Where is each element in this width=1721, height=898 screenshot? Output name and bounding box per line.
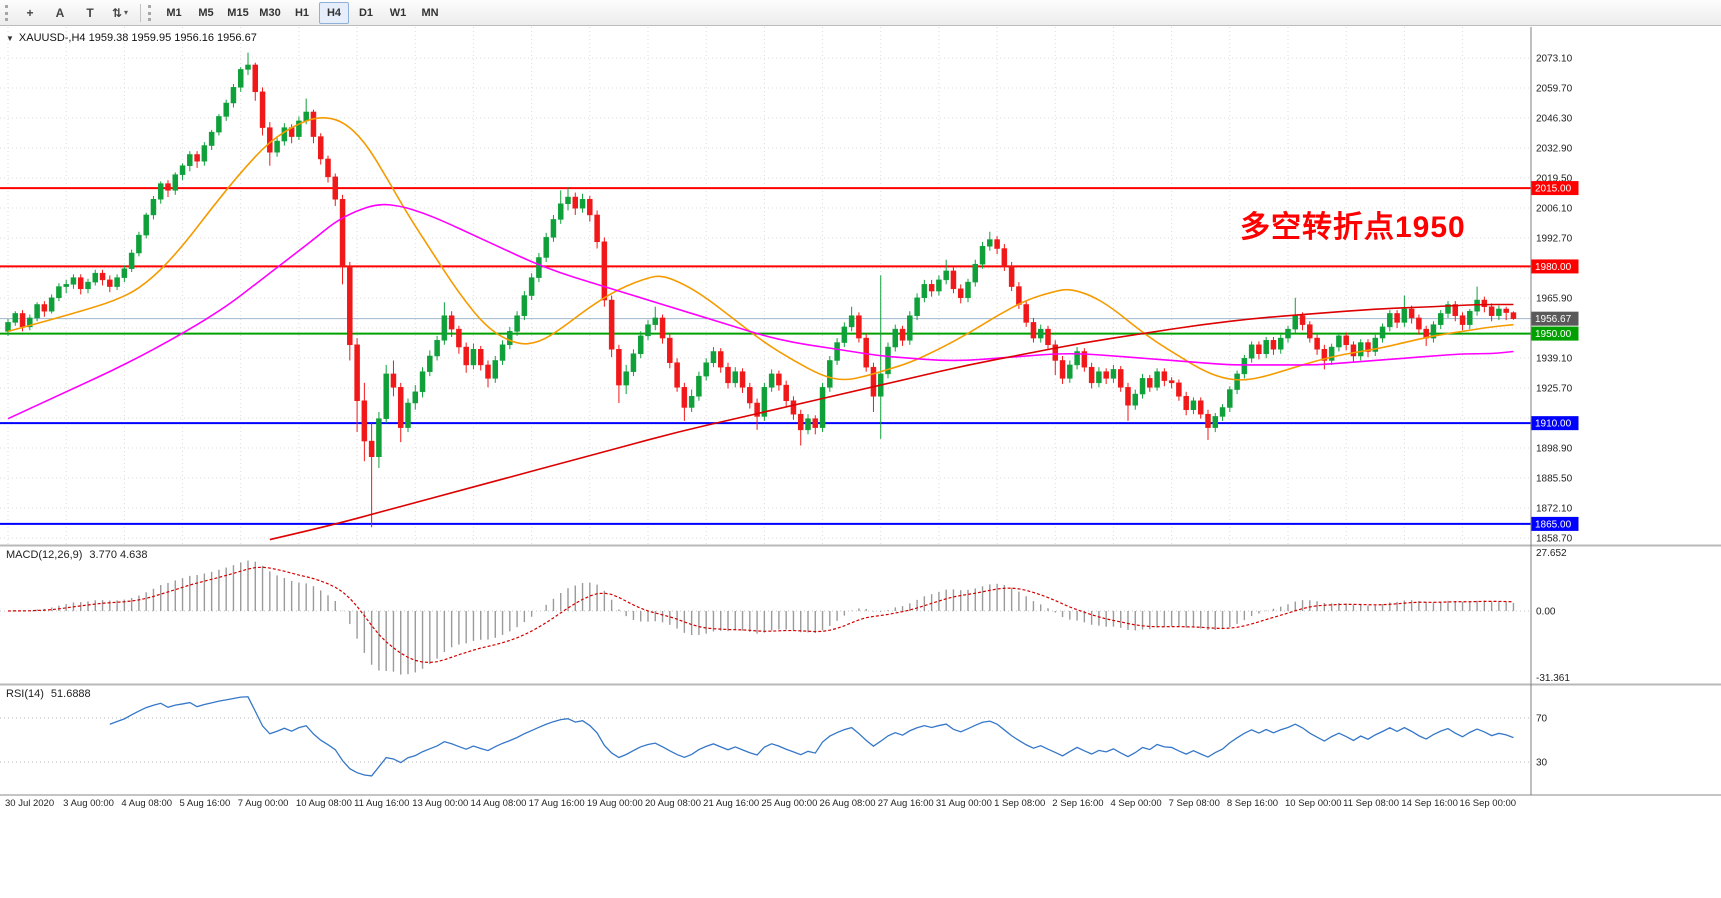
text-label-tool-button[interactable]: A bbox=[46, 2, 74, 24]
date-label: 2 Sep 16:00 bbox=[1052, 798, 1103, 809]
rsi-level-label: 70 bbox=[1536, 714, 1548, 725]
price-tick-label: 2032.90 bbox=[1536, 144, 1573, 155]
price-tick-label: 2006.10 bbox=[1536, 204, 1573, 215]
date-label: 19 Aug 00:00 bbox=[587, 798, 643, 809]
price-tag: 1910.00 bbox=[1535, 419, 1572, 430]
price-tag: 1980.00 bbox=[1535, 262, 1572, 273]
timeframe-button-mn[interactable]: MN bbox=[421, 6, 439, 19]
price-tick-label: 1885.50 bbox=[1536, 474, 1573, 485]
one-click-trading-expander[interactable]: ▼ bbox=[6, 33, 14, 43]
ma-mid-magenta bbox=[7, 203, 1514, 420]
price-tick-label: 1992.70 bbox=[1536, 234, 1573, 245]
timeframe-buttons: M1 M5 M15 M30 H1 H4 D1 W1 MN bbox=[158, 1, 446, 24]
date-label: 17 Aug 16:00 bbox=[529, 798, 585, 809]
price-tags: 2015.00 1980.00 1950.00 1910.00 1865.00 1956.… bbox=[1531, 181, 1579, 531]
candlesticks bbox=[5, 52, 1517, 528]
timeframe-button-d1[interactable]: D1 bbox=[358, 6, 374, 19]
timeframe-button-h4[interactable]: H4 bbox=[319, 1, 349, 24]
price-tick-label: 2046.30 bbox=[1536, 114, 1573, 125]
price-tick-label: 1872.10 bbox=[1536, 504, 1573, 515]
date-label: 4 Sep 00:00 bbox=[1110, 798, 1161, 809]
text-label-icon: A bbox=[55, 5, 65, 20]
date-label: 8 Sep 16:00 bbox=[1227, 798, 1278, 809]
moving-average-lines bbox=[7, 116, 1514, 541]
price-axis[interactable]: 2073.10 2059.70 2046.30 2032.90 2019.50 2006.… bbox=[1536, 54, 1573, 769]
text-box-icon: T bbox=[86, 5, 94, 20]
date-label: 1 Sep 08:00 bbox=[994, 798, 1045, 809]
price-tick-label: 2073.10 bbox=[1536, 54, 1573, 65]
date-label: 27 Aug 16:00 bbox=[878, 798, 934, 809]
rsi-level-label: 30 bbox=[1536, 758, 1548, 769]
ma-slow-red bbox=[269, 303, 1514, 541]
date-label: 14 Sep 16:00 bbox=[1401, 798, 1458, 809]
date-label: 4 Aug 08:00 bbox=[121, 798, 172, 809]
panel-frames bbox=[0, 27, 1721, 796]
crosshair-tool-button[interactable]: + bbox=[16, 2, 44, 24]
timeframe-button-m1[interactable]: M1 bbox=[166, 6, 182, 19]
date-label: 10 Sep 00:00 bbox=[1285, 798, 1342, 809]
price-tick-label: 1939.10 bbox=[1536, 354, 1573, 365]
price-tick-label: 2059.70 bbox=[1536, 84, 1573, 95]
date-label: 21 Aug 16:00 bbox=[703, 798, 759, 809]
timeframe-button-m30[interactable]: M30 bbox=[259, 6, 281, 19]
date-label: 16 Sep 00:00 bbox=[1460, 798, 1517, 809]
macd-signal-line bbox=[7, 566, 1514, 664]
chart-area[interactable]: 2073.10 2059.70 2046.30 2032.90 2019.50 2006.… bbox=[0, 26, 1721, 893]
date-label: 5 Aug 16:00 bbox=[180, 798, 231, 809]
horizontal-level-lines bbox=[0, 187, 1531, 525]
toolbar-separator bbox=[140, 3, 141, 22]
macd-axis-label: 0.00 bbox=[1536, 607, 1556, 618]
crosshair-icon: + bbox=[26, 5, 34, 20]
date-label: 7 Aug 00:00 bbox=[238, 798, 289, 809]
price-tag: 1956.67 bbox=[1535, 314, 1572, 325]
price-tag: 1865.00 bbox=[1535, 519, 1572, 530]
toolbar-grip[interactable] bbox=[5, 4, 10, 21]
chart-grid bbox=[0, 27, 1531, 544]
text-box-tool-button[interactable]: T bbox=[76, 2, 104, 24]
date-label: 31 Aug 00:00 bbox=[936, 798, 992, 809]
time-axis[interactable]: 30 Jul 2020 3 Aug 00:00 4 Aug 08:00 5 Aug 1… bbox=[5, 798, 1516, 809]
price-tick-label: 1898.90 bbox=[1536, 444, 1573, 455]
price-tick-label: 1965.90 bbox=[1536, 294, 1573, 305]
date-label: 7 Sep 08:00 bbox=[1169, 798, 1220, 809]
date-label: 11 Sep 08:00 bbox=[1343, 798, 1399, 809]
price-tag: 2015.00 bbox=[1535, 184, 1572, 195]
rsi-line bbox=[109, 696, 1514, 777]
date-label: 26 Aug 08:00 bbox=[820, 798, 876, 809]
toolbar-grip-2[interactable] bbox=[148, 4, 153, 21]
timeframe-button-m5[interactable]: M5 bbox=[198, 6, 214, 19]
panel-separator[interactable] bbox=[0, 544, 1721, 547]
price-tick-label: 1925.70 bbox=[1536, 384, 1573, 395]
toolbar: + A T ⇅ ▾ M1 M5 M15 M30 H1 H4 D1 W1 MN bbox=[0, 0, 1721, 26]
chart-canvas: 2073.10 2059.70 2046.30 2032.90 2019.50 2006.… bbox=[0, 27, 1721, 809]
date-label: 14 Aug 08:00 bbox=[470, 798, 526, 809]
price-tick-label: 1858.70 bbox=[1536, 534, 1573, 545]
panel-separator-2[interactable] bbox=[0, 683, 1721, 686]
rsi-panel bbox=[0, 696, 1531, 777]
line-tools-group: + A T ⇅ ▾ bbox=[15, 2, 135, 24]
date-label: 30 Jul 2020 bbox=[5, 798, 54, 809]
macd-axis-label: 27.652 bbox=[1536, 548, 1567, 559]
price-tag: 1950.00 bbox=[1535, 329, 1572, 340]
price-tick-label: 2019.50 bbox=[1536, 174, 1573, 185]
arrows-tool-button[interactable]: ⇅ ▾ bbox=[106, 2, 134, 24]
ma-fast-orange bbox=[7, 116, 1514, 381]
date-label: 13 Aug 00:00 bbox=[412, 798, 468, 809]
chevron-down-icon: ▾ bbox=[124, 8, 129, 17]
timeframe-button-h1[interactable]: H1 bbox=[294, 6, 310, 19]
timeframe-button-w1[interactable]: W1 bbox=[389, 6, 407, 19]
macd-axis-label: -31.361 bbox=[1536, 673, 1570, 684]
date-label: 11 Aug 16:00 bbox=[354, 798, 409, 809]
date-label: 10 Aug 08:00 bbox=[296, 798, 352, 809]
date-label: 3 Aug 00:00 bbox=[63, 798, 114, 809]
date-label: 20 Aug 08:00 bbox=[645, 798, 701, 809]
date-label: 25 Aug 00:00 bbox=[761, 798, 817, 809]
timeframe-button-m15[interactable]: M15 bbox=[227, 6, 249, 19]
macd-panel bbox=[0, 560, 1531, 675]
arrows-icon: ⇅ bbox=[111, 5, 123, 20]
